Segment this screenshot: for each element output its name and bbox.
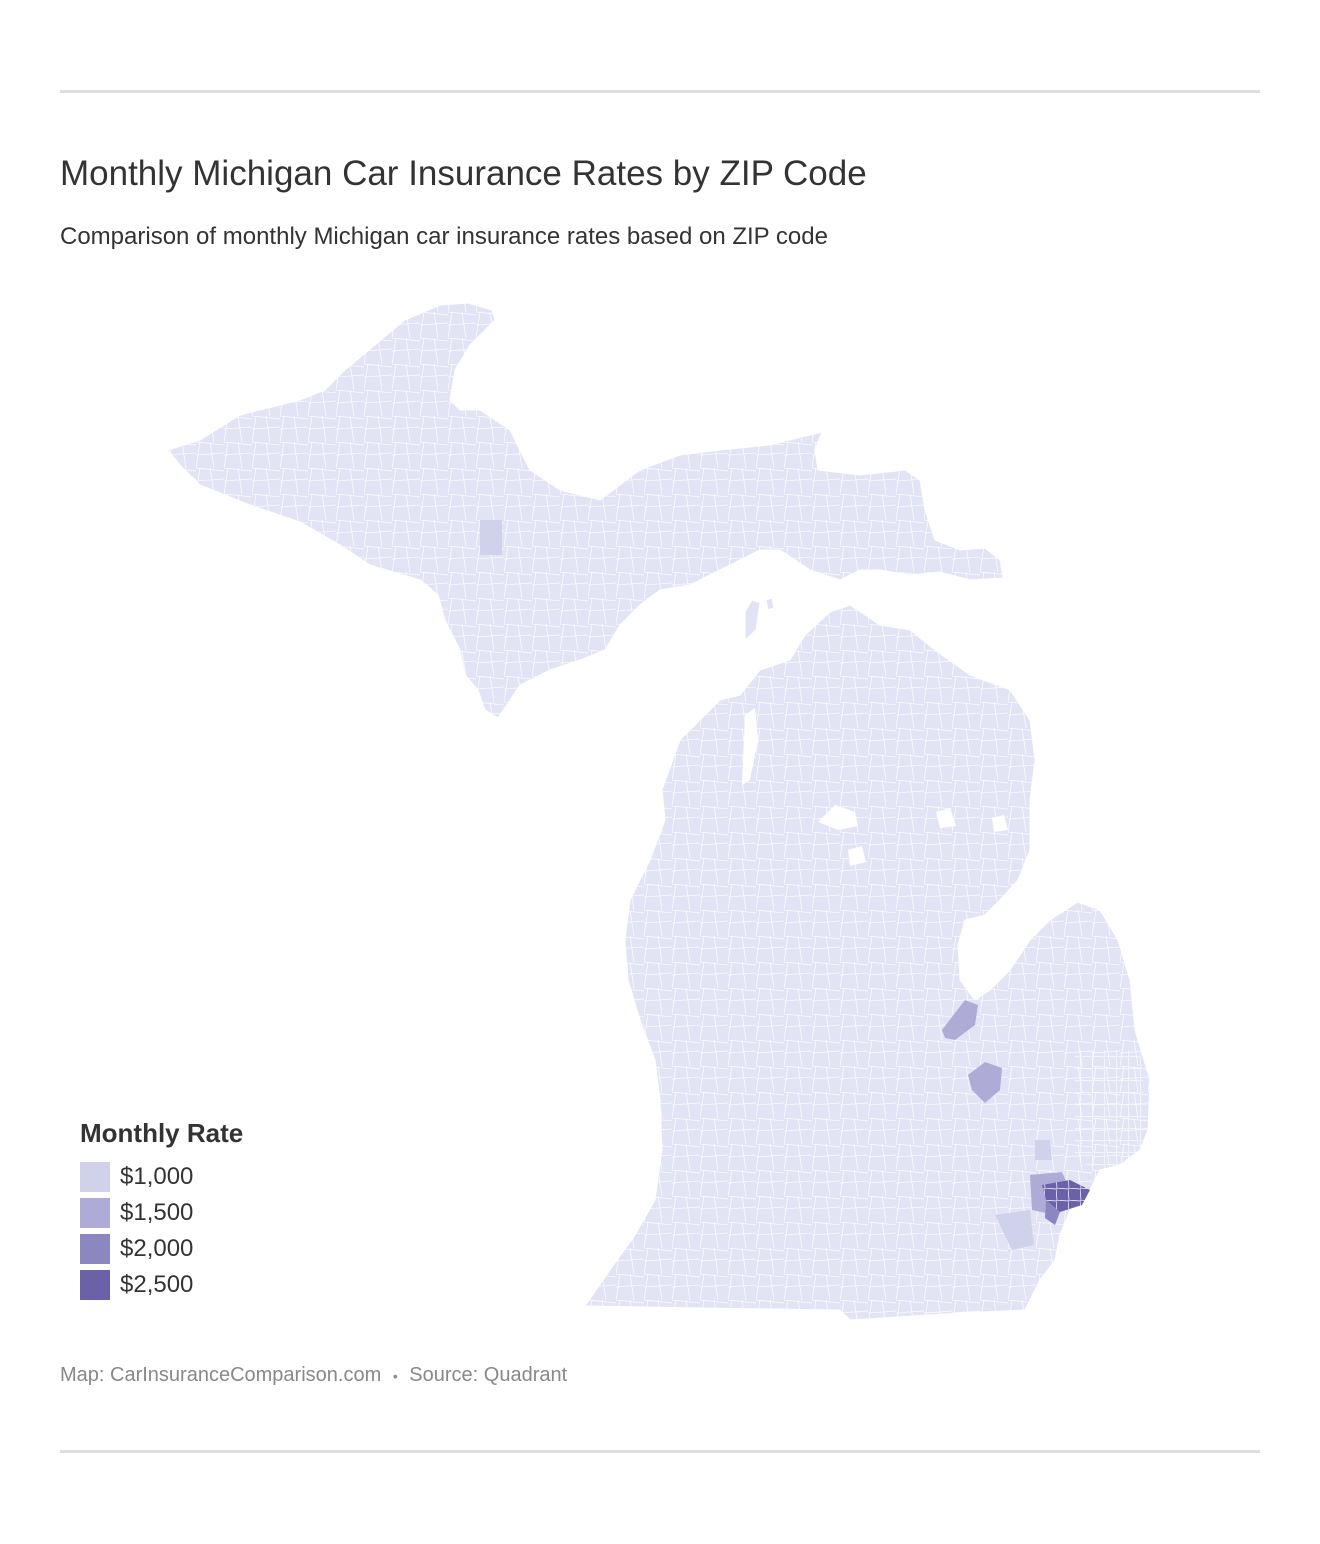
map-footer: Map: CarInsuranceComparison.com • Source…: [60, 1364, 567, 1387]
zip-area-ann-arbor[interactable]: [995, 1210, 1034, 1250]
lower-peninsula[interactable]: [584, 604, 1151, 1321]
inland-lake-3: [936, 808, 956, 828]
legend-swatch: [80, 1234, 110, 1264]
isle-royale-island: [744, 599, 761, 642]
footer-separator: •: [392, 1367, 398, 1384]
zip-area-marquette[interactable]: [480, 520, 502, 555]
legend-swatch: [80, 1198, 110, 1228]
lower-peninsula-zip-borders: [585, 605, 1150, 1320]
source-credit: Source: Quadrant: [409, 1364, 568, 1386]
legend-item: $1,000: [80, 1159, 243, 1195]
zip-area-dearborn[interactable]: [1045, 1200, 1060, 1225]
legend-label: $2,500: [120, 1271, 194, 1298]
legend-label: $1,000: [120, 1163, 194, 1190]
inland-lake-houghton: [818, 805, 858, 830]
map-credit: Map: CarInsuranceComparison.com: [60, 1364, 382, 1386]
legend-label: $2,000: [120, 1235, 194, 1262]
michigan-choropleth-map[interactable]: [0, 280, 1320, 1340]
upper-peninsula-zip-borders: [168, 303, 1003, 718]
detroit-zip-borders: [1042, 1180, 1090, 1212]
legend-items: $1,000 $1,500 $2,000 $2,500: [80, 1159, 243, 1303]
inland-lake-2: [848, 846, 866, 866]
top-divider: [60, 90, 1260, 93]
map-subtitle: Comparison of monthly Michigan car insur…: [60, 223, 828, 250]
inland-lake-4: [992, 815, 1008, 832]
bottom-divider: [60, 1450, 1260, 1453]
thumb-zip-grid: [1075, 1050, 1148, 1170]
legend-swatch: [80, 1270, 110, 1300]
zip-area-pontiac[interactable]: [1035, 1140, 1052, 1160]
map-title: Monthly Michigan Car Insurance Rates by …: [60, 154, 867, 193]
legend-item: $2,500: [80, 1267, 243, 1303]
legend-title: Monthly Rate: [80, 1118, 244, 1148]
zip-area-saginaw[interactable]: [942, 1000, 978, 1040]
legend-label: $1,500: [120, 1199, 194, 1226]
legend-swatch: [80, 1162, 110, 1192]
grand-traverse-bay: [742, 708, 758, 785]
legend-item: $2,000: [80, 1231, 243, 1267]
map-legend: Monthly Rate $1,000 $1,500 $2,000 $2,500: [80, 1118, 243, 1303]
legend-item: $1,500: [80, 1195, 243, 1231]
upper-peninsula[interactable]: [167, 302, 1004, 719]
beaver-island: [765, 597, 775, 611]
zip-area-flint[interactable]: [968, 1062, 1002, 1103]
